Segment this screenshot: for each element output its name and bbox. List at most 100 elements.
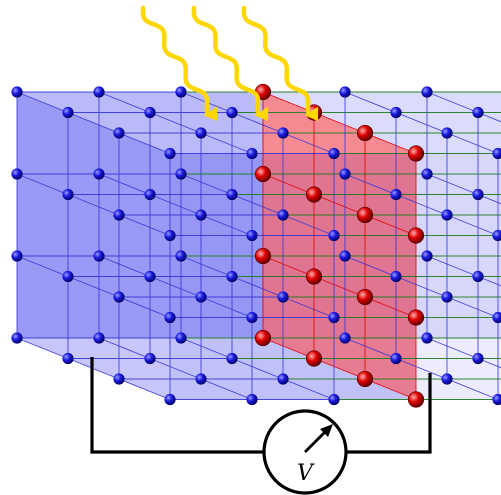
bond-depth [364, 296, 417, 318]
lattice-atom [62, 352, 74, 365]
lattice-atom [164, 229, 176, 242]
bond-depth [426, 337, 479, 359]
lattice-atom [328, 147, 340, 160]
bond-depth [477, 194, 501, 205]
excited-atom [254, 247, 272, 265]
lattice-atom [339, 168, 351, 180]
lattice-atom [93, 86, 105, 98]
lattice-atom [441, 127, 453, 139]
bond-depth [364, 214, 417, 236]
bond-depth [395, 194, 448, 216]
bond-depth [395, 358, 448, 380]
bond-depth [16, 337, 69, 359]
excited-atom [305, 350, 323, 367]
bond-depth [395, 276, 448, 298]
bond-depth [98, 255, 151, 277]
bond-depth [231, 358, 284, 380]
illuminated-plane [263, 92, 416, 400]
bond-depth [16, 91, 69, 113]
bond-depth [426, 91, 479, 113]
lattice-atom [421, 332, 433, 344]
bond-depth [344, 91, 397, 113]
bond-depth [67, 112, 120, 134]
bond-depth [426, 173, 479, 195]
lattice-atom [175, 332, 187, 344]
excited-atom [407, 145, 425, 162]
lattice-atom [113, 373, 125, 385]
lattice-atom [390, 352, 402, 365]
lattice-atom [93, 168, 105, 180]
light-rays [140, 5, 319, 121]
bond-depth [98, 337, 151, 359]
lattice-atom [328, 311, 340, 324]
lattice-atom [195, 209, 207, 221]
bond-depth [149, 358, 202, 380]
bond-depth [313, 358, 366, 380]
bond-depth [118, 296, 171, 318]
excited-atom [356, 124, 374, 142]
lattice-atom [246, 311, 258, 324]
lattice-atom [472, 106, 484, 119]
lattice-atom [390, 188, 402, 201]
lattice-atom [195, 127, 207, 139]
bond-depth [282, 132, 335, 154]
lattice-atom [339, 250, 351, 262]
lattice-atom [441, 373, 453, 385]
bond-depth [262, 255, 315, 277]
lattice-atom [93, 250, 105, 262]
excited-atom [407, 391, 425, 408]
bond-depth [67, 194, 120, 216]
lattice-atom [226, 352, 238, 365]
lattice-atom [144, 106, 156, 119]
excited-atom [356, 370, 374, 388]
bond-depth [262, 337, 315, 359]
bond-depth [118, 132, 171, 154]
excited-atom [254, 329, 272, 347]
photon-ray-3 [241, 5, 311, 116]
excited-atom [254, 165, 272, 183]
lattice-atom [62, 188, 74, 201]
photon-arrowhead-icon [203, 106, 218, 121]
excited-atom [356, 288, 374, 306]
lattice-atom [195, 373, 207, 385]
lattice-atom [226, 106, 238, 119]
bond-depth [262, 91, 315, 113]
bond-depth [364, 378, 417, 400]
lattice-atom [144, 188, 156, 201]
voltmeter-arrowhead-icon [320, 424, 333, 437]
bond-depth [200, 132, 253, 154]
voltmeter: V [262, 409, 348, 495]
lattice-atom [328, 393, 340, 406]
bond-depth [231, 194, 284, 216]
bond-depth [180, 337, 233, 359]
bond-depth [180, 255, 233, 277]
bond-depth [200, 296, 253, 318]
lattice-atom [492, 311, 501, 324]
lattice-atom [472, 270, 484, 283]
lattice-atom [472, 188, 484, 201]
bond-depth [446, 214, 499, 236]
lattice-atom [492, 147, 501, 160]
bond-depth [446, 296, 499, 318]
bond-depth [149, 276, 202, 298]
left-slab-side-face [17, 92, 170, 400]
bond-depth [446, 378, 499, 400]
lattice-atom [246, 147, 258, 160]
lattice-atom [339, 332, 351, 344]
circuit-wire-left [90, 357, 263, 454]
bond-depth [231, 276, 284, 298]
lattice-atom [113, 291, 125, 303]
bond-depth [118, 214, 171, 236]
photon-arrowhead-icon [254, 106, 269, 121]
lattice-atom [175, 168, 187, 180]
lattice-bonds [16, 91, 501, 400]
lattice-atom [164, 393, 176, 406]
lattice-atom [164, 311, 176, 324]
lattice-atom [11, 168, 23, 180]
lattice-atom [246, 229, 258, 242]
lattice-atom [175, 250, 187, 262]
lattice-atom [441, 291, 453, 303]
bond-depth [16, 173, 69, 195]
bond-depth [364, 132, 417, 154]
excited-atom [407, 227, 425, 244]
